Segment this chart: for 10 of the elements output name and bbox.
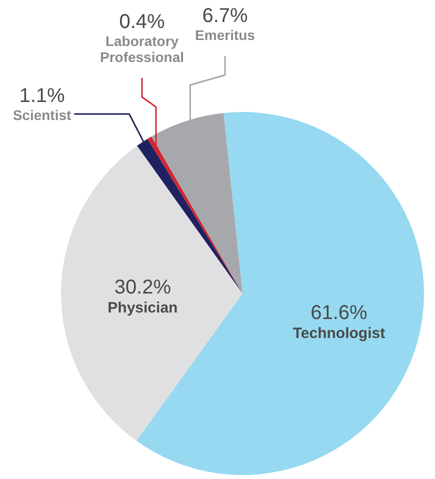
slice-label: Technologist — [292, 325, 386, 342]
data-label: 30.2% — [114, 276, 172, 298]
data-label: 0.4% — [119, 11, 166, 33]
slice-label: Scientist — [12, 107, 72, 123]
data-label: 1.1% — [19, 85, 66, 107]
slice-label: Laboratory Professional — [100, 33, 184, 65]
data-label: 6.7% — [202, 5, 248, 27]
data-label: 61.6% — [310, 302, 368, 324]
slice-label: Physician — [108, 299, 178, 316]
slice-label: Emeritus — [195, 27, 256, 43]
